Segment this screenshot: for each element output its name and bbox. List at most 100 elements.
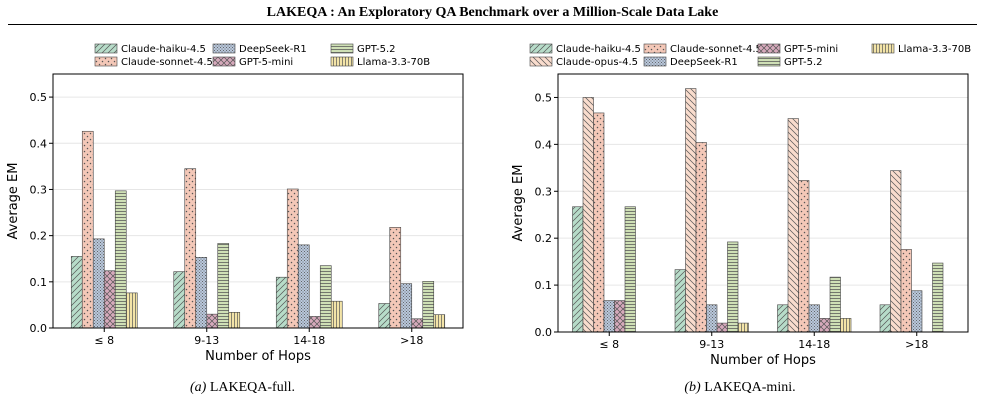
legend-label-gpt-5-2: GPT-5.2 <box>357 44 395 55</box>
bar-gpt-5-mini-0 <box>103 270 116 329</box>
legend-swatch-deepseek-r1 <box>212 43 236 54</box>
y-axis-label: Average EM <box>511 165 526 242</box>
y-tick-label: 0.1 <box>535 279 553 292</box>
header-divider <box>8 24 977 25</box>
legend-swatch-deepseek-r1 <box>643 56 667 67</box>
caption-a-letter: (a) <box>190 380 207 395</box>
bar-llama-3-3-70b-0 <box>125 292 138 329</box>
x-tick-label: >18 <box>400 334 423 347</box>
legend-swatch-claude-opus-4-5 <box>529 56 553 67</box>
y-tick-label: 0.4 <box>535 138 553 151</box>
legend-label-gpt-5-mini: GPT-5-mini <box>239 57 293 68</box>
legend-label-llama-3-3-70b: Llama-3.3-70B <box>357 57 430 68</box>
bar-claude-haiku-4-5-0 <box>70 256 83 329</box>
bar-llama-3-3-70b-2 <box>840 318 852 333</box>
bar-llama-3-3-70b-1 <box>228 311 241 329</box>
x-tick-label: 9-13 <box>194 334 219 347</box>
bar-deepseek-r1-3 <box>911 290 923 333</box>
bar-gpt-5-mini-1 <box>716 322 728 333</box>
bar-claude-sonnet-4-5-1 <box>695 142 707 333</box>
y-tick-label: 0.1 <box>30 276 48 289</box>
page-header-title: LAKEQA : An Exploratory QA Benchmark ove… <box>266 5 719 20</box>
bar-claude-haiku-4-5-2 <box>777 304 789 333</box>
bar-claude-opus-4-5-2 <box>787 118 799 333</box>
bar-deepseek-r1-3 <box>400 283 413 329</box>
bar-gpt-5-2-3 <box>422 281 435 329</box>
legend-swatch-gpt-5-mini <box>212 56 236 67</box>
legend-label-gpt-5-mini: GPT-5-mini <box>784 44 838 55</box>
bar-gpt-5-2-3 <box>932 262 944 333</box>
legend-label-llama-3-3-70b: Llama-3.3-70B <box>898 44 971 55</box>
y-tick-label: 0.3 <box>30 183 48 196</box>
legend-label-deepseek-r1: DeepSeek-R1 <box>670 57 738 68</box>
bar-claude-haiku-4-5-2 <box>275 276 288 329</box>
legend-swatch-gpt-5-2 <box>330 43 354 54</box>
y-tick-label: 0.5 <box>535 91 553 104</box>
caption-b: (b) LAKEQA-mini. <box>500 380 980 396</box>
bar-deepseek-r1-2 <box>297 244 310 329</box>
page-header: LAKEQA : An Exploratory QA Benchmark ove… <box>0 0 985 28</box>
x-tick-label: 14-18 <box>798 338 830 351</box>
bar-claude-sonnet-4-5-1 <box>184 168 197 329</box>
plot-frame <box>52 73 464 329</box>
legend-label-deepseek-r1: DeepSeek-R1 <box>239 44 307 55</box>
y-tick-label: 0.0 <box>535 326 553 339</box>
bar-gpt-5-2-1 <box>217 243 230 329</box>
caption-a: (a) LAKEQA-full. <box>5 380 480 396</box>
x-tick-label: ≤ 8 <box>599 338 619 351</box>
bar-gpt-5-mini-0 <box>614 300 626 333</box>
bar-claude-sonnet-4-5-2 <box>798 180 810 333</box>
bar-claude-haiku-4-5-1 <box>173 271 186 329</box>
bar-claude-sonnet-4-5-2 <box>286 188 299 329</box>
legend-label-claude-opus-4-5: Claude-opus-4.5 <box>556 57 638 68</box>
bar-claude-sonnet-4-5-0 <box>593 112 605 333</box>
bar-claude-haiku-4-5-0 <box>572 206 584 333</box>
x-tick-label: ≤ 8 <box>94 334 114 347</box>
y-tick-label: 0.3 <box>535 185 553 198</box>
legend-label-claude-sonnet-4-5: Claude-sonnet-4.5 <box>670 44 762 55</box>
bar-gpt-5-mini-1 <box>206 313 219 329</box>
y-tick-label: 0.5 <box>30 91 48 104</box>
bar-gpt-5-2-0 <box>114 190 127 329</box>
chart-lakeqa-mini: 0.0 0.1 0.2 0.3 0.4 0.5 ≤ 8 9-13 14-18 >18 Number … <box>511 43 971 368</box>
bar-deepseek-r1-0 <box>92 238 105 329</box>
y-axis-label: Average EM <box>6 163 21 240</box>
y-tick-label: 0.2 <box>535 232 553 245</box>
legend-swatch-llama-3-3-70b <box>871 43 895 54</box>
bar-claude-opus-4-5-0 <box>582 97 594 333</box>
legend-label-claude-haiku-4-5: Claude-haiku-4.5 <box>121 44 206 55</box>
legend-label-claude-haiku-4-5: Claude-haiku-4.5 <box>556 44 641 55</box>
legend-swatch-claude-sonnet-4-5 <box>94 56 118 67</box>
bar-gpt-5-2-1 <box>727 241 739 333</box>
y-tick-label: 0.2 <box>30 230 48 243</box>
bar-deepseek-r1-2 <box>808 304 820 333</box>
bar-llama-3-3-70b-2 <box>330 300 343 329</box>
legend-swatch-gpt-5-mini <box>757 43 781 54</box>
bar-deepseek-r1-1 <box>195 257 208 329</box>
caption-b-name: LAKEQA-mini. <box>704 380 796 395</box>
legend-label-gpt-5-2: GPT-5.2 <box>784 57 822 68</box>
legend-swatch-claude-haiku-4-5 <box>94 43 118 54</box>
x-axis-label: Number of Hops <box>205 349 311 364</box>
bar-llama-3-3-70b-1 <box>737 322 749 333</box>
bar-llama-3-3-70b-3 <box>433 314 446 329</box>
bar-gpt-5-mini-2 <box>819 318 831 333</box>
bar-claude-sonnet-4-5-3 <box>900 249 912 333</box>
caption-b-letter: (b) <box>684 380 701 395</box>
x-tick-label: 9-13 <box>699 338 724 351</box>
bar-deepseek-r1-1 <box>706 304 718 333</box>
plot-frame <box>557 73 969 333</box>
chart-lakeqa-full: 0.0 0.1 0.2 0.3 0.4 0.5 ≤ 8 9-13 14-18 >18 Number … <box>6 43 464 364</box>
caption-a-name: LAKEQA-full. <box>209 380 295 395</box>
bar-deepseek-r1-0 <box>603 300 615 333</box>
y-tick-label: 0.4 <box>30 137 48 150</box>
bar-gpt-5-mini-3 <box>411 318 424 329</box>
legend-swatch-gpt-5-2 <box>757 56 781 67</box>
x-tick-label: 14-18 <box>293 334 325 347</box>
legend-label-claude-sonnet-4-5: Claude-sonnet-4.5 <box>121 57 213 68</box>
bar-gpt-5-mini-2 <box>308 316 321 329</box>
bar-gpt-5-2-2 <box>829 276 841 333</box>
legend-swatch-claude-sonnet-4-5 <box>643 43 667 54</box>
x-axis-label: Number of Hops <box>710 353 816 368</box>
y-tick-label: 0.0 <box>30 322 48 335</box>
